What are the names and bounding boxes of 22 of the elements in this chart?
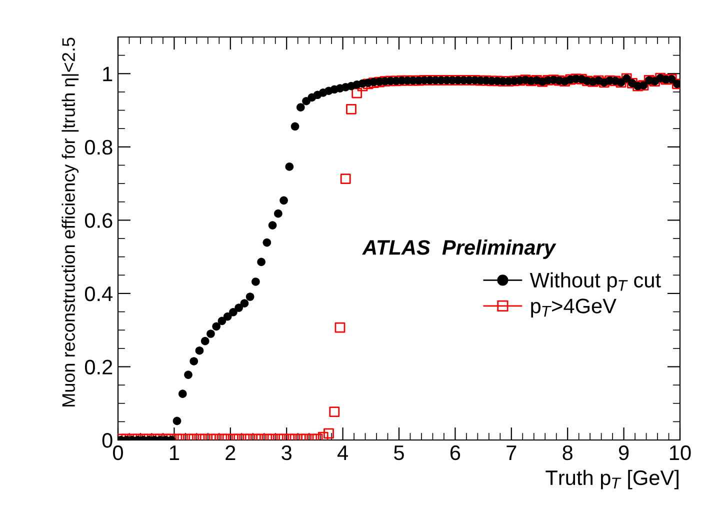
x-tick-label: 1 [170,446,179,460]
x-tick-label: 5 [394,446,404,460]
x-tick-label: 2 [226,445,236,460]
legend-label: p$_{T}$>4GeV [531,298,616,318]
y-tick-label: 1 [103,66,112,82]
x-tick-label: 6 [450,445,460,460]
y-tick-label: 0.8 [84,140,112,155]
x-axis-title: Truth p$_{T}$ [GeV] [546,470,678,490]
legend-label: Without p$_{T}$ cut [530,272,661,292]
y-axis-title: Muon reconstruction efficiency for |truth η|<2.5 [62,38,79,406]
x-tick-label: 0 [113,445,123,460]
y-tick-label: 0.6 [84,213,112,228]
annotation: ATLAS Preliminary [362,240,556,259]
x-tick-label: 3 [282,445,292,460]
y-tick-label: 0.2 [84,360,112,374]
x-tick-label: 10 [670,445,691,460]
x-tick-label: 7 [506,446,516,460]
y-tick-label: 0.4 [84,286,113,302]
x-tick-label: 9 [618,445,629,460]
y-tick-label: 0 [102,433,112,448]
x-tick-label: 4 [337,446,348,460]
x-tick-label: 8 [562,445,572,460]
